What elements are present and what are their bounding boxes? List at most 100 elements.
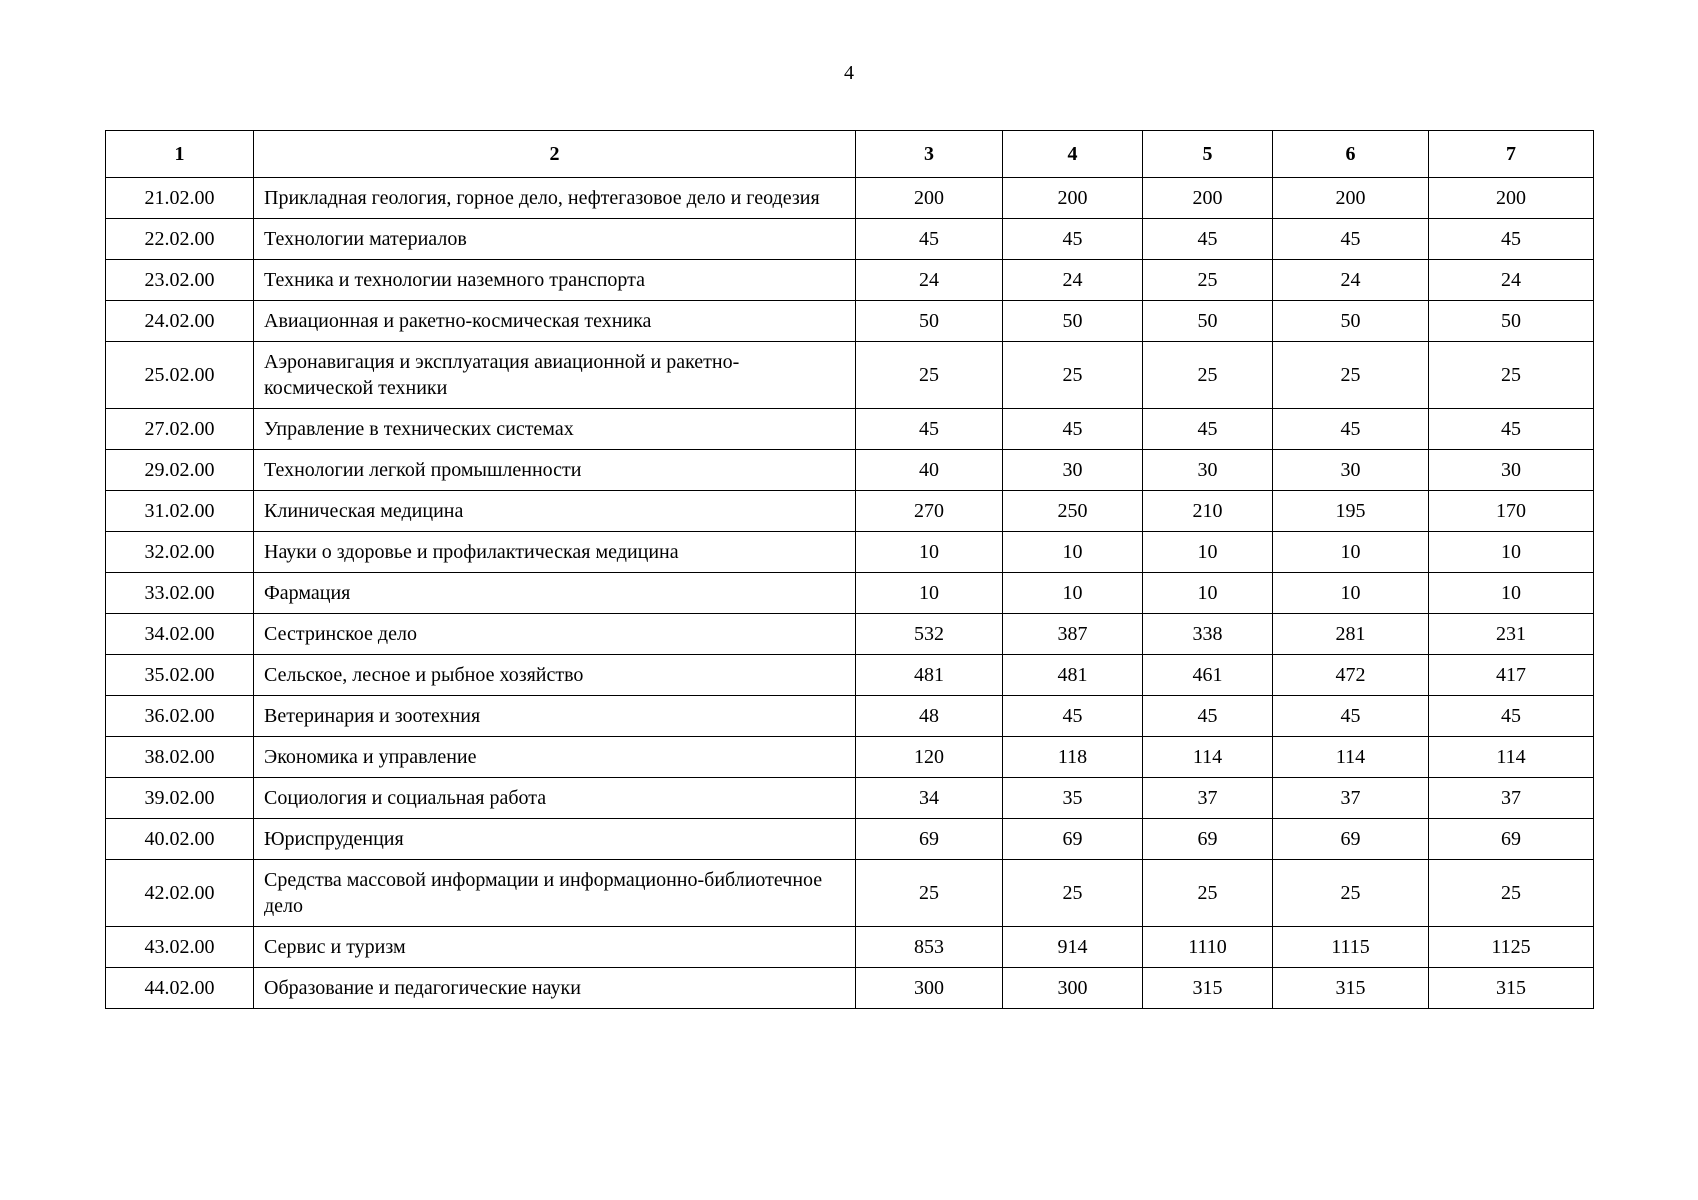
code-cell: 33.02.00 [105,572,254,614]
code-cell: 32.02.00 [105,531,254,573]
value-cell: 300 [1002,967,1143,1009]
value-cell: 45 [1002,218,1143,260]
name-cell: Средства массовой информации и информаци… [253,859,856,927]
table-row: 33.02.00 Фармация 10 10 10 10 10 [105,572,1594,614]
code-cell: 36.02.00 [105,695,254,737]
value-cell: 472 [1272,654,1429,696]
table-row: 36.02.00 Ветеринария и зоотехния 48 45 45 45 4… [105,695,1594,737]
value-cell: 532 [855,613,1003,655]
name-cell: Образование и педагогические науки [253,967,856,1009]
value-cell: 387 [1002,613,1143,655]
value-cell: 45 [1002,408,1143,450]
value-cell: 50 [1002,300,1143,342]
table-row: 25.02.00 Аэронавигация и эксплуатация ави… [105,341,1594,409]
value-cell: 10 [1272,572,1429,614]
code-cell: 23.02.00 [105,259,254,301]
value-cell: 50 [1142,300,1273,342]
value-cell: 45 [1272,218,1429,260]
value-cell: 25 [855,859,1003,927]
value-cell: 45 [1142,695,1273,737]
value-cell: 50 [855,300,1003,342]
value-cell: 281 [1272,613,1429,655]
value-cell: 25 [1272,341,1429,409]
table-row: 42.02.00 Средства массовой информации и и… [105,859,1594,927]
value-cell: 24 [1272,259,1429,301]
value-cell: 10 [1002,531,1143,573]
value-cell: 315 [1142,967,1273,1009]
name-cell: Аэронавигация и эксплуатация авиационной… [253,341,856,409]
value-cell: 45 [1272,695,1429,737]
table-row: 40.02.00 Юриспруденция 69 69 69 69 69 [105,818,1594,860]
name-cell: Управление в технических системах [253,408,856,450]
code-cell: 24.02.00 [105,300,254,342]
value-cell: 210 [1142,490,1273,532]
value-cell: 25 [1142,259,1273,301]
name-cell: Сервис и туризм [253,926,856,968]
value-cell: 200 [1428,177,1594,219]
value-cell: 25 [1002,341,1143,409]
value-cell: 45 [1142,218,1273,260]
code-cell: 38.02.00 [105,736,254,778]
column-header-2: 2 [253,130,856,178]
value-cell: 195 [1272,490,1429,532]
value-cell: 10 [1142,531,1273,573]
value-cell: 30 [1002,449,1143,491]
code-cell: 40.02.00 [105,818,254,860]
table-row: 24.02.00 Авиационная и ракетно-космическа… [105,300,1594,342]
value-cell: 315 [1428,967,1594,1009]
name-cell: Технологии материалов [253,218,856,260]
value-cell: 45 [1428,408,1594,450]
value-cell: 481 [1002,654,1143,696]
value-cell: 10 [1428,572,1594,614]
value-cell: 315 [1272,967,1429,1009]
code-cell: 27.02.00 [105,408,254,450]
value-cell: 69 [1002,818,1143,860]
value-cell: 118 [1002,736,1143,778]
table-row: 31.02.00 Клиническая медицина 270 250 210 195… [105,490,1594,532]
value-cell: 10 [1002,572,1143,614]
value-cell: 10 [1142,572,1273,614]
value-cell: 25 [1428,341,1594,409]
value-cell: 853 [855,926,1003,968]
value-cell: 45 [1142,408,1273,450]
value-cell: 1110 [1142,926,1273,968]
name-cell: Сестринское дело [253,613,856,655]
name-cell: Юриспруденция [253,818,856,860]
value-cell: 10 [1428,531,1594,573]
code-cell: 39.02.00 [105,777,254,819]
column-header-1: 1 [105,130,254,178]
table-row: 35.02.00 Сельское, лесное и рыбное хозяйс… [105,654,1594,696]
value-cell: 231 [1428,613,1594,655]
code-cell: 21.02.00 [105,177,254,219]
code-cell: 35.02.00 [105,654,254,696]
table-row: 44.02.00 Образование и педагогические нау… [105,967,1594,1009]
value-cell: 25 [1142,341,1273,409]
name-cell: Техника и технологии наземного транспорт… [253,259,856,301]
value-cell: 200 [1272,177,1429,219]
name-cell: Прикладная геология, горное дело, нефтег… [253,177,856,219]
value-cell: 48 [855,695,1003,737]
code-cell: 44.02.00 [105,967,254,1009]
value-cell: 24 [1002,259,1143,301]
value-cell: 114 [1272,736,1429,778]
column-header-7: 7 [1428,130,1594,178]
value-cell: 114 [1428,736,1594,778]
table-row: 34.02.00 Сестринское дело 532 387 338 281 231 [105,613,1594,655]
value-cell: 120 [855,736,1003,778]
table-row: 43.02.00 Сервис и туризм 853 914 1110 1115 112… [105,926,1594,968]
name-cell: Сельское, лесное и рыбное хозяйство [253,654,856,696]
value-cell: 30 [1142,449,1273,491]
code-cell: 31.02.00 [105,490,254,532]
value-cell: 25 [1142,859,1273,927]
value-cell: 270 [855,490,1003,532]
column-header-5: 5 [1142,130,1273,178]
name-cell: Ветеринария и зоотехния [253,695,856,737]
column-header-6: 6 [1272,130,1429,178]
value-cell: 200 [1002,177,1143,219]
code-cell: 34.02.00 [105,613,254,655]
table-row: 23.02.00 Техника и технологии наземного т… [105,259,1594,301]
value-cell: 300 [855,967,1003,1009]
value-cell: 45 [1428,695,1594,737]
value-cell: 45 [1002,695,1143,737]
